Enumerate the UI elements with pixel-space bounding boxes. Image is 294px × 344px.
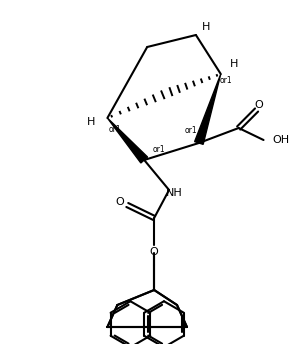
Polygon shape <box>107 118 148 163</box>
Text: H: H <box>87 117 96 127</box>
Text: or1: or1 <box>109 125 122 133</box>
Polygon shape <box>195 74 221 144</box>
Text: or1: or1 <box>219 75 232 85</box>
Text: O: O <box>254 100 263 110</box>
Text: NH: NH <box>166 188 182 198</box>
Text: OH: OH <box>273 135 290 145</box>
Text: or1: or1 <box>153 144 166 153</box>
Text: O: O <box>115 197 124 207</box>
Text: O: O <box>150 247 158 257</box>
Text: or1: or1 <box>185 126 197 135</box>
Text: H: H <box>202 22 210 32</box>
Text: H: H <box>230 59 238 69</box>
